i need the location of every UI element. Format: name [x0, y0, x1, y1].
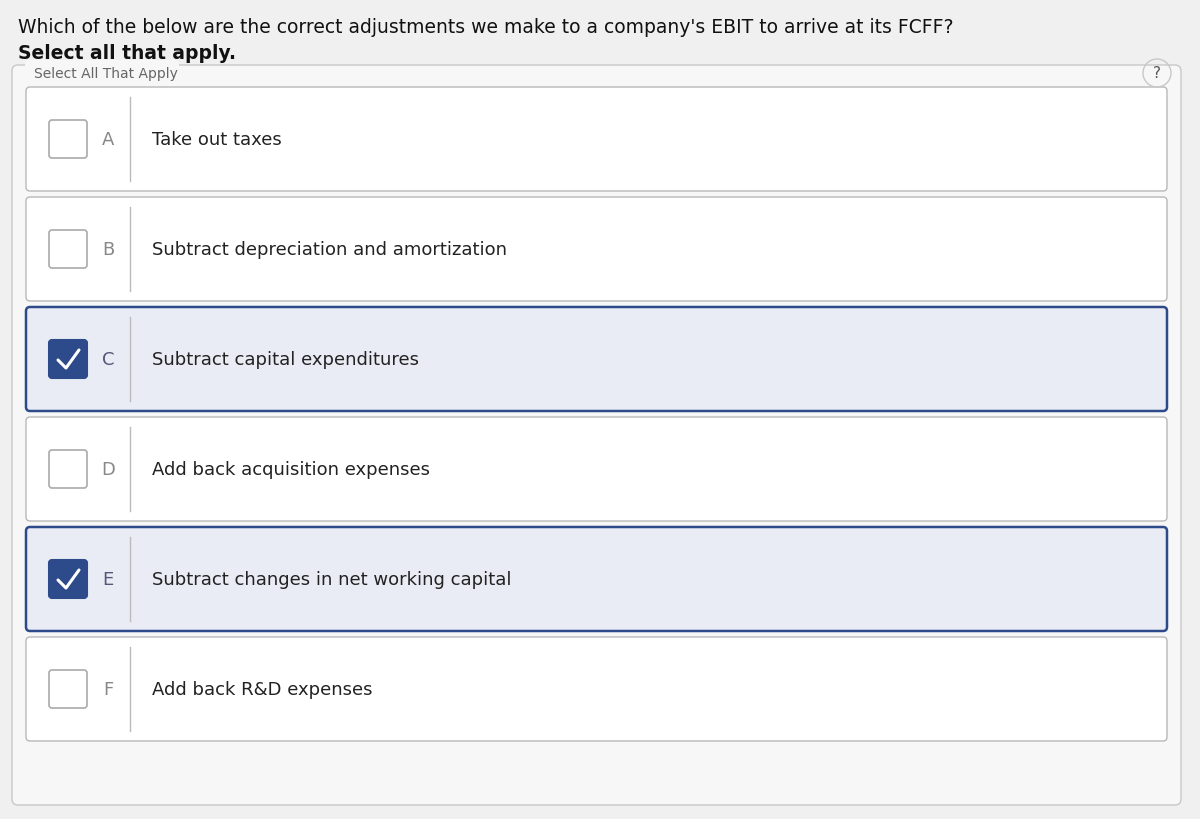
- Text: C: C: [102, 351, 114, 369]
- Text: E: E: [102, 570, 114, 588]
- Text: ?: ?: [1153, 66, 1162, 81]
- FancyBboxPatch shape: [12, 66, 1181, 805]
- FancyBboxPatch shape: [49, 121, 88, 159]
- Text: Take out taxes: Take out taxes: [152, 131, 282, 149]
- FancyBboxPatch shape: [26, 527, 1166, 631]
- Text: Subtract changes in net working capital: Subtract changes in net working capital: [152, 570, 511, 588]
- Text: B: B: [102, 241, 114, 259]
- FancyBboxPatch shape: [25, 61, 179, 87]
- FancyBboxPatch shape: [49, 670, 88, 708]
- Text: Subtract depreciation and amortization: Subtract depreciation and amortization: [152, 241, 508, 259]
- Text: A: A: [102, 131, 114, 149]
- FancyBboxPatch shape: [26, 308, 1166, 411]
- FancyBboxPatch shape: [49, 231, 88, 269]
- Text: Subtract capital expenditures: Subtract capital expenditures: [152, 351, 419, 369]
- Text: Add back acquisition expenses: Add back acquisition expenses: [152, 460, 430, 478]
- Text: Which of the below are the correct adjustments we make to a company's EBIT to ar: Which of the below are the correct adjus…: [18, 18, 954, 37]
- FancyBboxPatch shape: [26, 637, 1166, 741]
- FancyBboxPatch shape: [26, 197, 1166, 301]
- Text: D: D: [101, 460, 115, 478]
- Text: F: F: [103, 680, 113, 698]
- FancyBboxPatch shape: [26, 418, 1166, 522]
- Text: Add back R&D expenses: Add back R&D expenses: [152, 680, 372, 698]
- Text: Select All That Apply: Select All That Apply: [34, 67, 178, 81]
- FancyBboxPatch shape: [49, 341, 88, 378]
- Text: Select all that apply.: Select all that apply.: [18, 44, 236, 63]
- FancyBboxPatch shape: [26, 88, 1166, 192]
- FancyBboxPatch shape: [49, 560, 88, 598]
- FancyBboxPatch shape: [49, 450, 88, 488]
